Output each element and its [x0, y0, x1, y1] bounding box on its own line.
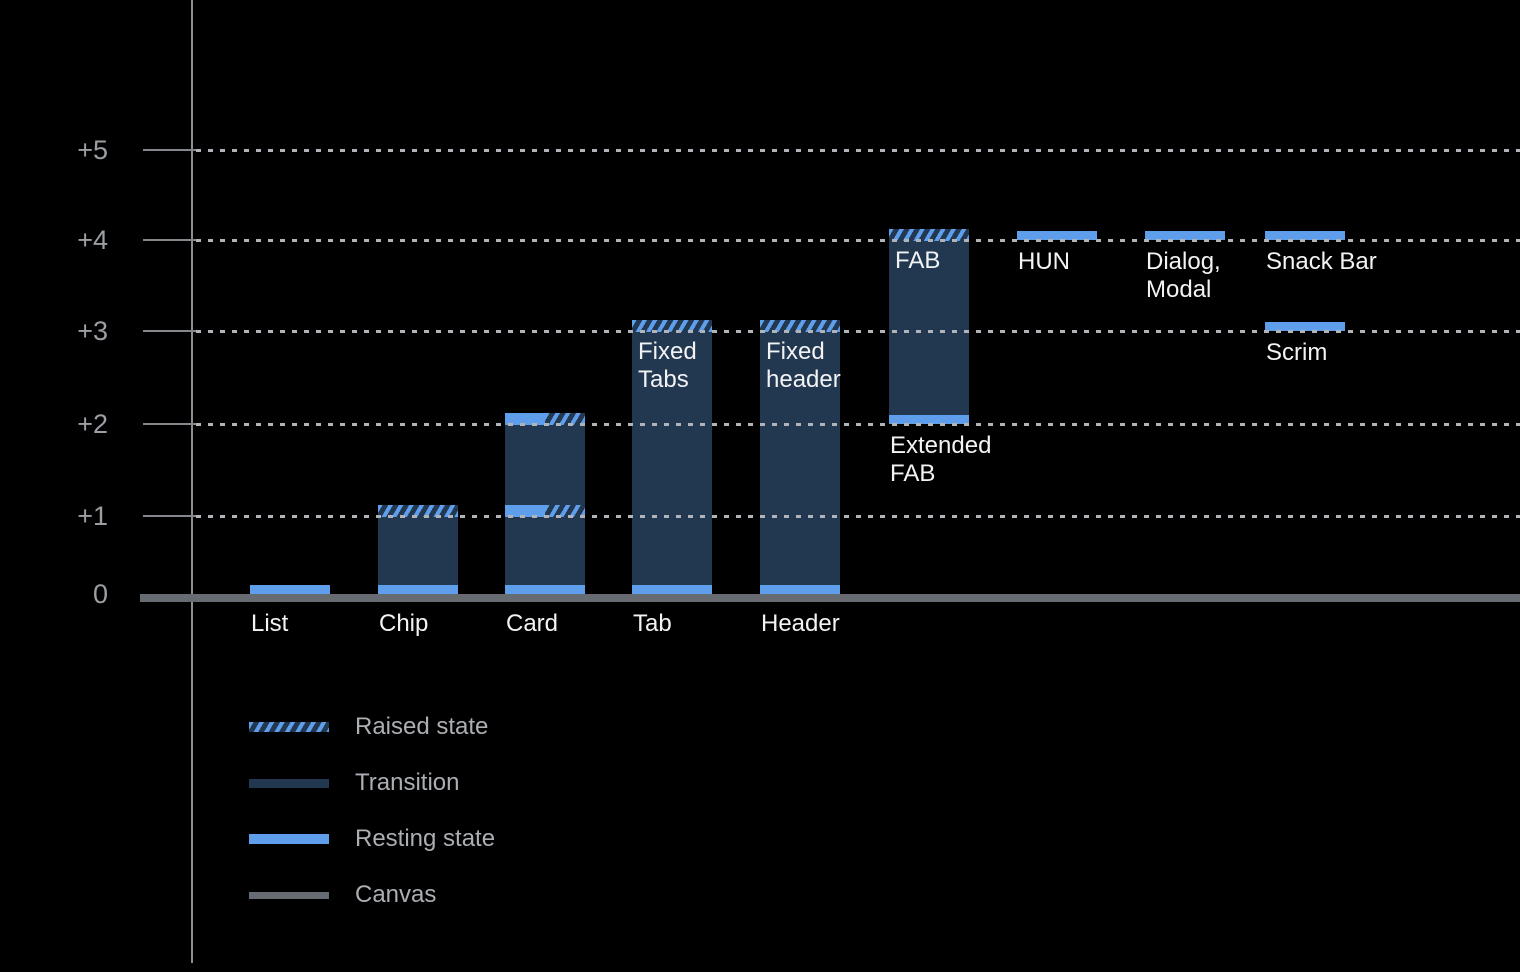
- bar-split-band-card: [505, 413, 585, 425]
- gridline-+4: [196, 239, 1520, 242]
- bar-resting-band-chip: [378, 585, 458, 594]
- y-axis-tick-+2: [143, 423, 196, 425]
- bar-resting-band-dialog-modal: [1145, 231, 1225, 240]
- legend-row-raised: Raised state: [249, 713, 488, 741]
- bar-below-label-scrim: Scrim: [1266, 339, 1328, 366]
- split-raised-half: [545, 413, 585, 425]
- bar-raised-band-fab: [889, 229, 969, 241]
- legend-label-resting: Resting state: [355, 825, 496, 852]
- bar-raised-band-chip: [378, 505, 458, 517]
- bar-resting-band-tab: [632, 585, 712, 594]
- y-axis-tick-label-0: 0: [92, 579, 108, 609]
- bar-resting-band-hun: [1017, 231, 1097, 240]
- x-axis-label-chip: Chip: [379, 610, 429, 637]
- bar-below-label-hun: HUN: [1018, 248, 1070, 275]
- legend-swatch-resting: [249, 834, 329, 844]
- bar-raised-band-header: [760, 320, 840, 332]
- bar-resting-band-header: [760, 585, 840, 594]
- bar-inner-label-header: Fixed header: [766, 338, 841, 393]
- x-axis-label-card: Card: [506, 610, 559, 637]
- bar-resting-band-snack-bar: [1265, 231, 1345, 240]
- legend-swatch-raised: [249, 722, 329, 732]
- bar-transition-chip: [378, 516, 458, 594]
- y-axis-tick-label-+2: +2: [77, 409, 108, 439]
- legend-swatch-canvas: [249, 891, 329, 899]
- bar-raised-band-tab: [632, 320, 712, 332]
- y-axis-tick-label-+4: +4: [77, 225, 108, 255]
- y-axis-tick-+5: [143, 149, 196, 151]
- legend-row-canvas: Canvas: [249, 881, 436, 909]
- split-resting-half: [505, 505, 545, 517]
- bar-resting-band-card: [505, 585, 585, 594]
- bar-resting-band-fab: [889, 415, 969, 424]
- split-resting-half: [505, 413, 545, 425]
- gridline-+2: [196, 423, 1520, 426]
- x-axis-label-header: Header: [761, 610, 840, 637]
- bar-split-band-card: [505, 505, 585, 517]
- bar-transition-header: [760, 331, 840, 594]
- bar-below-label-dialog-modal: Dialog, Modal: [1146, 248, 1221, 303]
- legend-label-canvas: Canvas: [355, 881, 437, 908]
- gridline-+5: [196, 149, 1520, 152]
- split-raised-half: [545, 505, 585, 517]
- canvas-line: [140, 594, 1520, 602]
- y-axis-tick-+4: [143, 239, 196, 241]
- gridline-+1: [196, 515, 1520, 518]
- y-axis-tick-+1: [143, 515, 196, 517]
- y-axis-tick-label-+3: +3: [77, 316, 108, 346]
- bar-transition-tab: [632, 331, 712, 594]
- legend-swatch-transition: [249, 778, 329, 788]
- y-axis-tick-label-+5: +5: [77, 135, 108, 165]
- legend-row-resting: Resting state: [249, 825, 495, 853]
- bar-resting-band-list: [250, 585, 330, 594]
- bar-inner-label-fab: FAB: [895, 247, 941, 274]
- bar-resting-band-scrim: [1265, 322, 1345, 331]
- legend-label-raised: Raised state: [355, 713, 489, 740]
- x-axis-label-list: List: [251, 610, 289, 637]
- legend-label-transition: Transition: [355, 769, 460, 796]
- legend-row-transition: Transition: [249, 769, 459, 797]
- bar-below-label-snack-bar: Snack Bar: [1266, 248, 1377, 275]
- bar-inner-label-tab: Fixed Tabs: [638, 338, 697, 393]
- y-axis-line: [191, 0, 193, 963]
- y-axis-tick-label-+1: +1: [77, 501, 108, 531]
- bar-below-label-fab: Extended FAB: [890, 432, 992, 487]
- gridline-+3: [196, 330, 1520, 333]
- x-axis-label-tab: Tab: [633, 610, 672, 637]
- y-axis-tick-+3: [143, 330, 196, 332]
